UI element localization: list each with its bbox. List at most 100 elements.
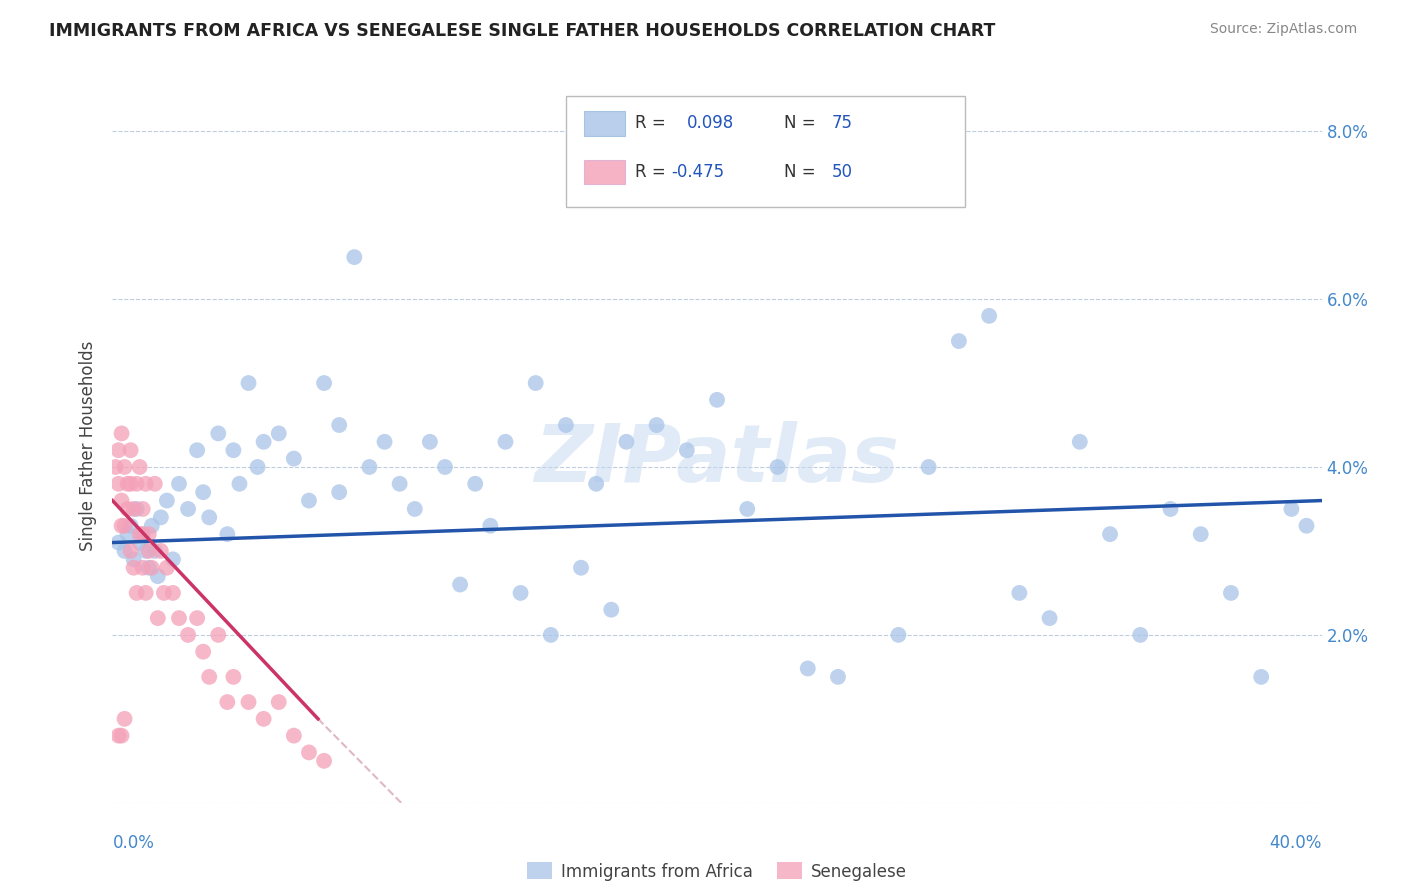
Point xyxy=(1250,670,1272,684)
Point xyxy=(120,518,142,533)
Point xyxy=(125,502,148,516)
FancyBboxPatch shape xyxy=(583,160,626,184)
Point xyxy=(267,426,290,441)
Point xyxy=(120,476,142,491)
FancyBboxPatch shape xyxy=(565,96,965,207)
Point xyxy=(374,434,396,449)
Point xyxy=(114,518,136,533)
Point xyxy=(359,460,381,475)
Point xyxy=(186,611,208,625)
Point xyxy=(706,392,728,407)
Point xyxy=(1295,518,1317,533)
Point xyxy=(222,443,245,458)
Point xyxy=(153,586,176,600)
Point xyxy=(1038,611,1062,625)
Point xyxy=(107,443,129,458)
Point xyxy=(138,544,160,558)
Point xyxy=(228,476,250,491)
Point xyxy=(298,493,321,508)
Point xyxy=(143,476,166,491)
Point xyxy=(419,434,441,449)
Point xyxy=(267,695,290,709)
Point xyxy=(167,476,190,491)
Point xyxy=(479,518,502,533)
Point xyxy=(143,544,166,558)
Point xyxy=(141,560,163,574)
Point xyxy=(222,670,245,684)
Point xyxy=(404,502,426,516)
Point xyxy=(495,434,517,449)
Text: 0.0%: 0.0% xyxy=(112,834,155,852)
Point xyxy=(796,661,818,675)
Point xyxy=(1189,527,1212,541)
Point xyxy=(600,603,623,617)
Point xyxy=(110,493,132,508)
Point xyxy=(141,518,163,533)
Point xyxy=(253,712,276,726)
Point xyxy=(120,443,142,458)
Point xyxy=(128,535,150,549)
Point xyxy=(217,527,239,541)
Text: 40.0%: 40.0% xyxy=(1270,834,1322,852)
Point xyxy=(138,527,160,541)
Text: Source: ZipAtlas.com: Source: ZipAtlas.com xyxy=(1209,22,1357,37)
Point xyxy=(128,460,150,475)
Point xyxy=(253,434,276,449)
Point xyxy=(132,527,155,541)
Point xyxy=(198,670,221,684)
Point xyxy=(1129,628,1152,642)
Point xyxy=(156,493,179,508)
Point xyxy=(135,544,157,558)
Text: IMMIGRANTS FROM AFRICA VS SENEGALESE SINGLE FATHER HOUSEHOLDS CORRELATION CHART: IMMIGRANTS FROM AFRICA VS SENEGALESE SIN… xyxy=(49,22,995,40)
Point xyxy=(132,527,155,541)
Point xyxy=(162,552,184,566)
Point xyxy=(186,443,208,458)
Point xyxy=(238,376,260,390)
Point xyxy=(1159,502,1181,516)
Point xyxy=(177,502,200,516)
Point xyxy=(107,476,129,491)
Point xyxy=(207,426,229,441)
Point xyxy=(135,476,157,491)
Point xyxy=(887,628,910,642)
Point xyxy=(569,560,592,574)
Point xyxy=(122,560,145,574)
Point xyxy=(146,611,169,625)
Point xyxy=(167,611,190,625)
Point xyxy=(138,560,160,574)
Point xyxy=(110,426,132,441)
Point xyxy=(114,712,136,726)
Point xyxy=(433,460,456,475)
Point xyxy=(314,754,336,768)
Point xyxy=(585,476,607,491)
Point xyxy=(125,586,148,600)
Point xyxy=(388,476,411,491)
Point xyxy=(1279,502,1302,516)
Point xyxy=(554,417,576,432)
Text: ZIPatlas: ZIPatlas xyxy=(534,421,900,500)
Point xyxy=(156,560,179,574)
Point xyxy=(146,569,169,583)
Point xyxy=(298,746,321,760)
Point xyxy=(107,535,129,549)
Point xyxy=(540,628,562,642)
Text: 75: 75 xyxy=(832,114,853,132)
Point xyxy=(117,502,139,516)
Text: N =: N = xyxy=(783,114,821,132)
Y-axis label: Single Father Households: Single Father Households xyxy=(79,341,97,551)
Point xyxy=(509,586,531,600)
Text: R =: R = xyxy=(636,114,671,132)
Point xyxy=(918,460,941,475)
Point xyxy=(191,485,214,500)
Point xyxy=(1008,586,1031,600)
Point xyxy=(464,476,486,491)
Point xyxy=(314,376,336,390)
Point xyxy=(1220,586,1243,600)
Point xyxy=(114,460,136,475)
Point xyxy=(149,544,172,558)
Point xyxy=(135,586,157,600)
Text: R =: R = xyxy=(636,163,671,181)
Point xyxy=(125,476,148,491)
Point xyxy=(343,250,366,264)
Point xyxy=(1069,434,1091,449)
